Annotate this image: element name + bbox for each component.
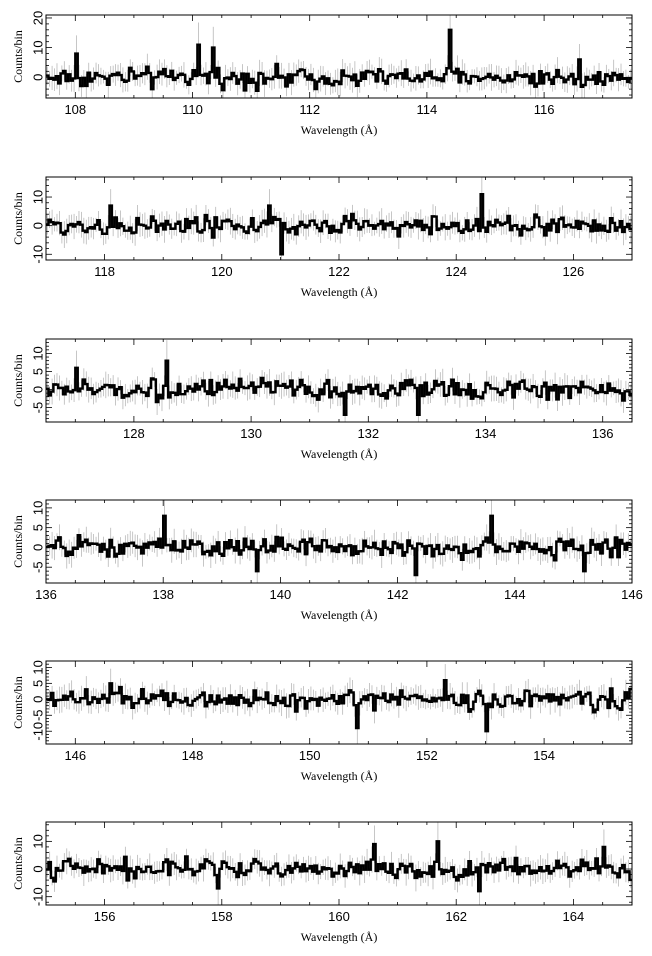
y-tick-label: -10 bbox=[31, 722, 46, 741]
x-axis-label: Wavelength (Å) bbox=[301, 285, 378, 299]
spectrum-step-line bbox=[46, 28, 632, 92]
x-tick-label: 144 bbox=[504, 587, 526, 602]
panel-6: 156 158 160 162 164 -10 0 10 Counts/bin Wavelengt… bbox=[11, 821, 633, 944]
x-tick-label: 136 bbox=[35, 587, 57, 602]
spectrum-step-line bbox=[46, 840, 632, 893]
panel-5: 146 148 150 152 154 -10-5 0 5 10 Counts/bin Wavele… bbox=[11, 660, 633, 783]
y-tick-label: 10 bbox=[31, 346, 46, 360]
y-tick-label: -10 bbox=[31, 245, 46, 264]
x-tick-label: 128 bbox=[123, 426, 145, 441]
y-tick-label: 10 bbox=[31, 501, 46, 515]
x-axis-label: Wavelength (Å) bbox=[301, 447, 378, 461]
y-axis-label: Counts/bin bbox=[11, 837, 25, 890]
x-tick-label: 160 bbox=[328, 909, 350, 924]
y-tick-label: 0 bbox=[31, 386, 46, 393]
spectrum-step-line bbox=[46, 359, 632, 416]
spectrum-step-line bbox=[46, 514, 632, 577]
x-tick-label: 120 bbox=[211, 264, 233, 279]
spectrum-step-line bbox=[46, 678, 632, 733]
y-tick-label: 5 bbox=[31, 680, 46, 687]
x-tick-label: 132 bbox=[357, 426, 379, 441]
y-tick-label: 5 bbox=[31, 368, 46, 375]
y-tick-label: 0 bbox=[31, 544, 46, 551]
x-tick-label: 148 bbox=[182, 748, 204, 763]
y-tick-label: -5 bbox=[31, 561, 46, 573]
x-tick-label: 158 bbox=[211, 909, 233, 924]
x-tick-label: 134 bbox=[475, 426, 497, 441]
y-tick-label: 20 bbox=[31, 11, 46, 25]
y-tick-label: -5 bbox=[31, 402, 46, 414]
x-tick-label: 130 bbox=[240, 426, 262, 441]
y-axis-label: Counts/bin bbox=[11, 192, 25, 245]
plot-frame bbox=[45, 176, 633, 261]
y-tick-label: 5 bbox=[31, 524, 46, 531]
y-axis-label: Counts/bin bbox=[11, 676, 25, 729]
y-tick-label: 0 bbox=[31, 74, 46, 81]
y-tick-label: 0 bbox=[31, 222, 46, 229]
x-tick-label: 114 bbox=[417, 102, 438, 117]
y-axis-label: Counts/bin bbox=[11, 354, 25, 407]
plot-frame bbox=[45, 821, 633, 906]
x-tick-label: 118 bbox=[94, 264, 115, 279]
x-tick-label: 156 bbox=[94, 909, 116, 924]
x-tick-label: 162 bbox=[445, 909, 467, 924]
x-tick-label: 142 bbox=[387, 587, 409, 602]
y-tick-label: -5 bbox=[31, 709, 46, 721]
x-tick-label: 108 bbox=[64, 102, 86, 117]
x-tick-label: 164 bbox=[563, 909, 585, 924]
x-axis-label: Wavelength (Å) bbox=[301, 769, 378, 783]
y-tick-label: 0 bbox=[31, 865, 46, 872]
y-tick-label: 10 bbox=[31, 190, 46, 204]
x-tick-label: 116 bbox=[534, 102, 555, 117]
x-tick-label: 136 bbox=[592, 426, 614, 441]
plot-frame bbox=[45, 338, 633, 423]
y-tick-label: 0 bbox=[31, 696, 46, 703]
y-tick-label: 10 bbox=[31, 40, 46, 54]
x-tick-label: 126 bbox=[563, 264, 585, 279]
panel-2: 118 120 122 124 126 -10 0 10 Counts/bin Wavelengt… bbox=[11, 176, 633, 299]
x-tick-label: 122 bbox=[328, 264, 350, 279]
x-tick-label: 146 bbox=[64, 748, 86, 763]
y-axis-label: Counts/bin bbox=[11, 30, 25, 83]
x-tick-label: 138 bbox=[152, 587, 174, 602]
y-axis-label: Counts/bin bbox=[11, 515, 25, 568]
x-tick-label: 146 bbox=[621, 587, 643, 602]
x-tick-label: 140 bbox=[270, 587, 292, 602]
panel-3: 128 130 132 134 136 -5 0 5 10 Counts/bin Wavelengt… bbox=[11, 338, 633, 461]
panel-1: 108 110 112 114 116 0 10 20 Counts/bin Wavelength… bbox=[11, 11, 633, 137]
x-axis-label: Wavelength (Å) bbox=[301, 930, 378, 944]
x-tick-label: 124 bbox=[445, 264, 467, 279]
x-axis-label: Wavelength (Å) bbox=[301, 608, 378, 622]
x-tick-label: 112 bbox=[299, 102, 320, 117]
x-axis-label: Wavelength (Å) bbox=[301, 123, 378, 137]
x-tick-label: 154 bbox=[533, 748, 555, 763]
y-tick-label: -10 bbox=[31, 887, 46, 906]
y-tick-label: 10 bbox=[31, 660, 46, 674]
plot-frame bbox=[45, 14, 633, 99]
panel-4: 136 138 140 142 144 146 -5 0 5 10 Counts/bin Wavele… bbox=[11, 499, 643, 622]
y-tick-label: 10 bbox=[31, 834, 46, 848]
spectrum-step-line bbox=[46, 192, 632, 256]
x-tick-label: 110 bbox=[182, 102, 203, 117]
x-tick-label: 152 bbox=[416, 748, 438, 763]
error-bars bbox=[46, 664, 632, 744]
x-tick-label: 150 bbox=[299, 748, 321, 763]
